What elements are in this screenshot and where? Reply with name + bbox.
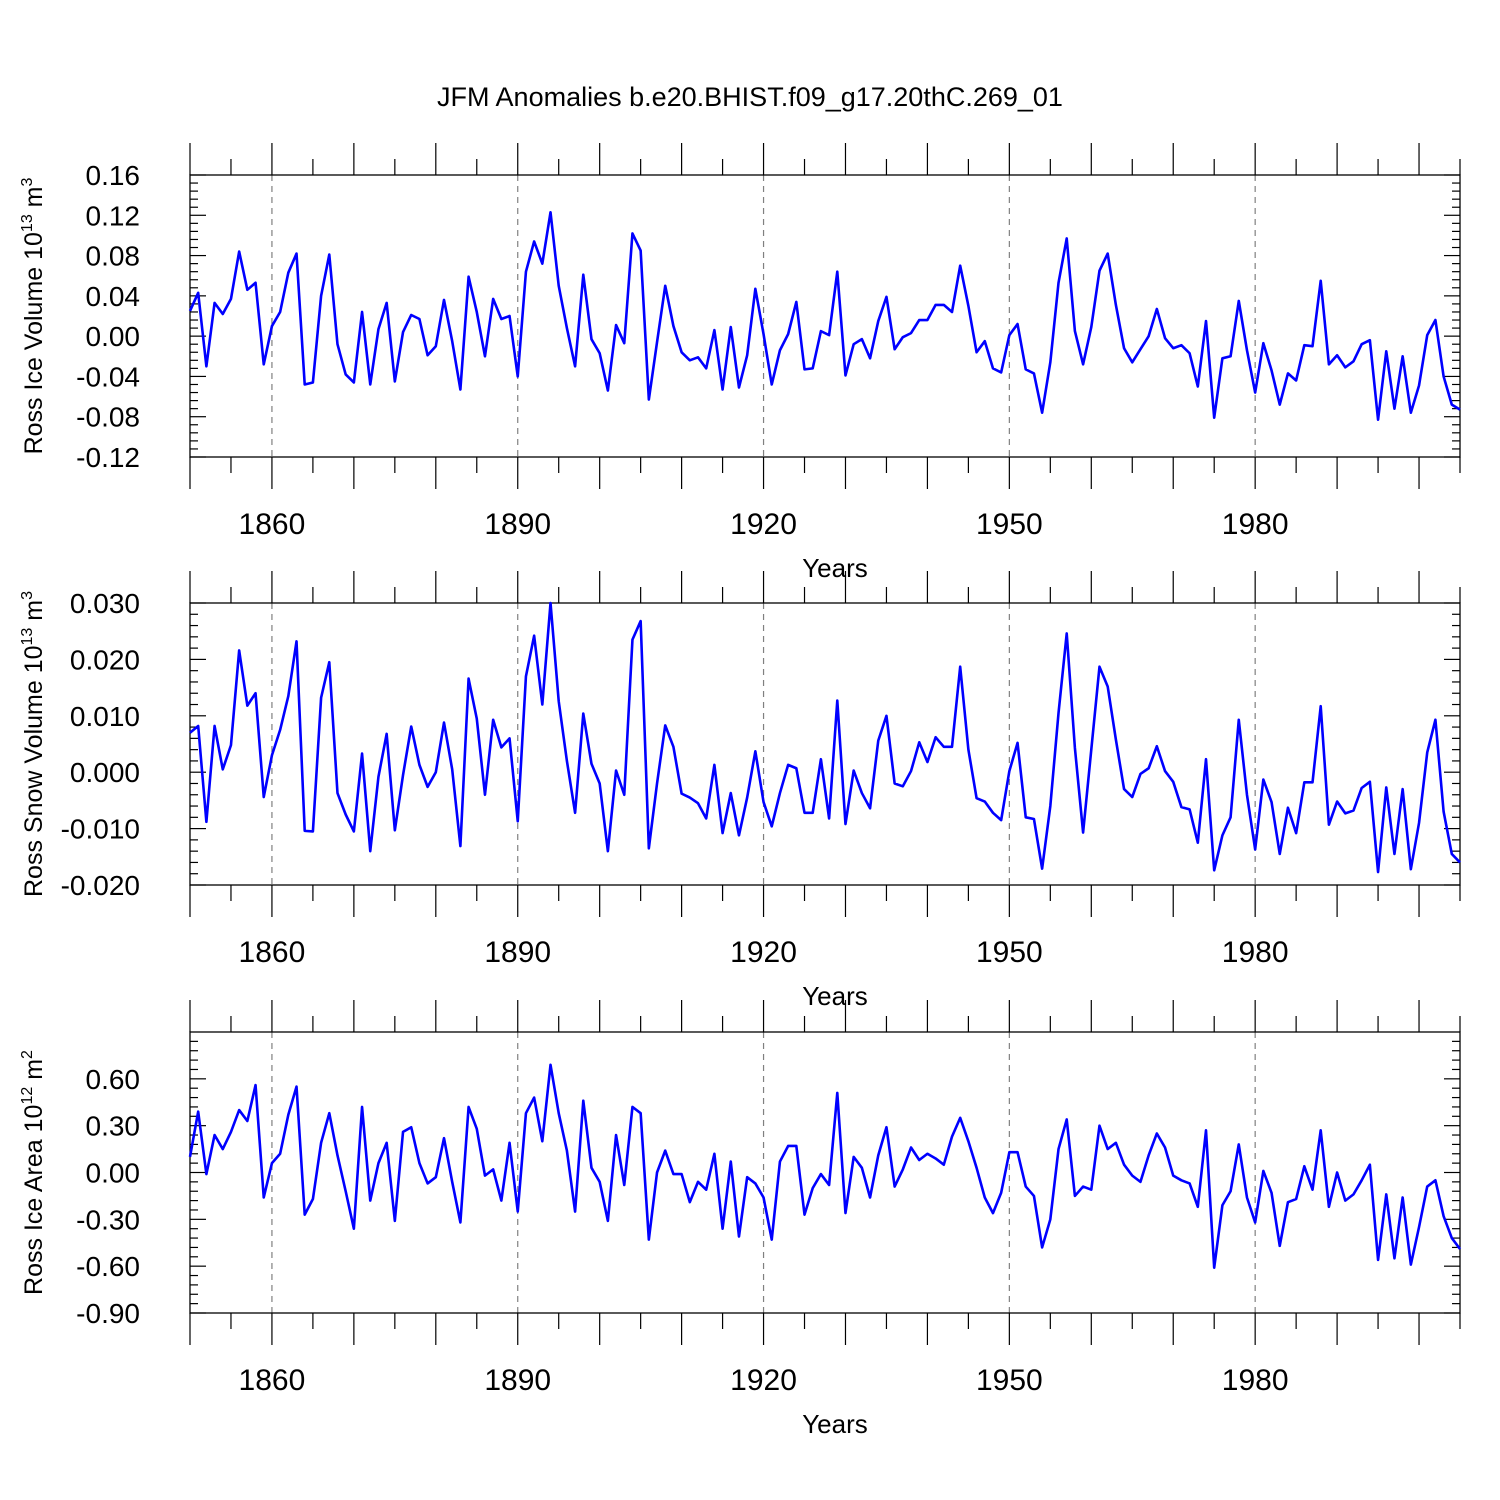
y-tick-label: -0.04 (76, 361, 140, 392)
plot-frame (189, 1031, 1461, 1314)
y-tick-label: 0.00 (86, 321, 141, 352)
x-tick-label: 1890 (484, 936, 551, 969)
y-tick-label: 0.30 (86, 1111, 141, 1142)
chart-title: JFM Anomalies b.e20.BHIST.f09_g17.20thC.… (437, 82, 1063, 112)
y-tick-label: -0.30 (76, 1204, 140, 1235)
x-axis-label: Years (802, 981, 868, 1011)
y-tick-label: -0.60 (76, 1251, 140, 1282)
y-axis-label: Ross Ice Volume 1013 m3 (19, 177, 48, 454)
panel-2: -0.020 -0.010 0.000 0.010 0.020 0.030 1860 1890… (19, 571, 1461, 1011)
y-tick-label: -0.08 (76, 402, 140, 433)
y-tick-label: -0.010 (61, 814, 140, 845)
y-tick-label: -0.12 (76, 442, 140, 473)
y-tick-label: 0.16 (86, 160, 141, 191)
plot-frame (189, 602, 1461, 886)
x-tick-label: 1950 (976, 508, 1043, 541)
x-tick-label: 1950 (976, 1364, 1043, 1397)
y-tick-label: 0.12 (86, 200, 141, 231)
y-tick-label: -0.020 (61, 870, 140, 901)
y-tick-label: 0.030 (70, 588, 140, 619)
y-tick-label: 0.00 (86, 1158, 141, 1189)
y-tick-label: 0.010 (70, 701, 140, 732)
x-tick-label: 1890 (484, 508, 551, 541)
x-tick-label: 1980 (1222, 1364, 1289, 1397)
x-tick-label: 1860 (239, 936, 306, 969)
x-tick-label: 1920 (730, 936, 797, 969)
plot-frame (189, 174, 1461, 458)
series-line (188, 1063, 1462, 1270)
series-line (188, 210, 1461, 422)
x-tick-label: 1980 (1222, 936, 1289, 969)
panel-1: -0.12 -0.08 -0.04 0.00 0.04 0.08 0.12 0.16 1860 1… (19, 143, 1461, 583)
x-tick-label: 1950 (976, 936, 1043, 969)
y-tick-label: 0.04 (86, 281, 141, 312)
x-tick-label: 1890 (484, 1364, 551, 1397)
x-tick-label: 1860 (239, 1364, 306, 1397)
x-axis-label: Years (802, 1409, 868, 1439)
y-tick-label: 0.000 (70, 757, 140, 788)
x-tick-label: 1980 (1222, 508, 1289, 541)
y-tick-label: 0.08 (86, 241, 141, 272)
y-tick-label: -0.90 (76, 1298, 140, 1329)
y-axis-label: Ross Snow Volume 1013 m3 (19, 591, 48, 897)
panel-3: -0.90 -0.60 -0.30 0.00 0.30 0.60 1860 1890 1920 1… (19, 1000, 1462, 1439)
y-tick-label: 0.020 (70, 644, 140, 675)
x-axis-label: Years (802, 553, 868, 583)
x-tick-label: 1860 (239, 508, 306, 541)
x-tick-label: 1920 (730, 1364, 797, 1397)
y-axis-label: Ross Ice Area 1012 m2 (19, 1050, 48, 1295)
y-tick-label: 0.60 (86, 1064, 141, 1095)
x-tick-label: 1920 (730, 508, 797, 541)
series-line (189, 601, 1461, 874)
